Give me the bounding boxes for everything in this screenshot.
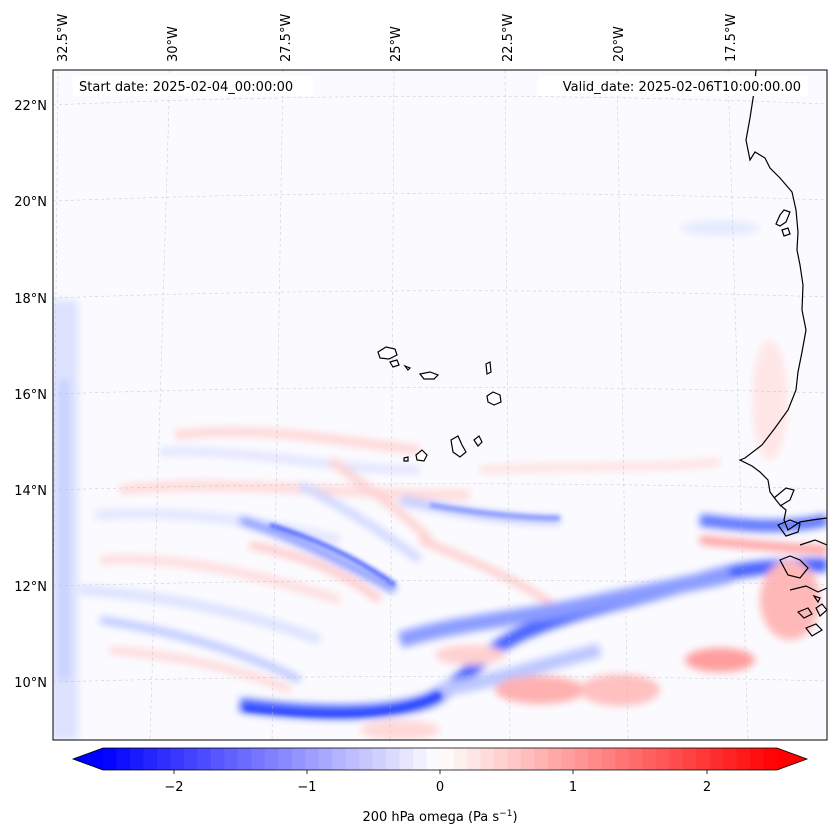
colorbar-segments — [73, 748, 807, 770]
valid-date-label: Valid_date: 2025-02-06T10:00:00.00 — [563, 80, 801, 95]
lon-label: 20°W — [612, 26, 627, 62]
colorbar-segment — [224, 748, 239, 770]
gridlines — [53, 70, 827, 740]
lon-label: 25°W — [389, 26, 404, 62]
cape-verde-islands — [377, 346, 502, 462]
lon-label: 32.5°W — [56, 14, 71, 62]
colorbar-extend-min — [73, 748, 103, 770]
colorbar-segment — [386, 748, 401, 770]
colorbar-label: 200 hPa omega (Pa s−1) — [362, 809, 517, 825]
colorbar-segment — [413, 748, 428, 770]
lat-label: 12°N — [14, 580, 47, 595]
longitude-labels: 32.5°W 30°W 27.5°W 25°W 22.5°W 20°W 17.5… — [56, 14, 739, 62]
colorbar-outline — [71, 747, 809, 771]
colorbar-tick-label: 0 — [436, 780, 444, 795]
colorbar-segment — [709, 748, 724, 770]
valid-date-box — [538, 76, 808, 96]
colorbar-ticks — [173, 770, 708, 774]
colorbar-segment — [264, 748, 279, 770]
colorbar-segment — [332, 748, 347, 770]
colorbar-tick-label: 1 — [569, 780, 577, 795]
colorbar-tick-label: −2 — [164, 780, 183, 795]
colorbar-segment — [156, 748, 171, 770]
colorbar-segment — [561, 748, 576, 770]
colorbar-segment — [534, 748, 549, 770]
colorbar-segment — [696, 748, 711, 770]
start-date-label: Start date: 2025-02-04_00:00:00 — [79, 80, 293, 95]
map-frame — [52, 69, 828, 741]
colorbar-tick-label: −1 — [297, 780, 316, 795]
colorbar-segment — [642, 748, 657, 770]
colorbar-segment — [440, 748, 454, 770]
colorbar-segment — [763, 748, 778, 770]
colorbar-label-text: 200 hPa omega (Pa s — [362, 810, 499, 825]
colorbar-segment — [736, 748, 751, 770]
colorbar-segment — [103, 748, 117, 770]
colorbar-tick-label: 2 — [703, 780, 711, 795]
colorbar-segment — [628, 748, 643, 770]
colorbar-segment — [251, 748, 266, 770]
colorbar-segment — [493, 748, 508, 770]
colorbar-segment — [682, 748, 697, 770]
lat-label: 18°N — [14, 292, 47, 307]
colorbar-segment — [601, 748, 616, 770]
lat-label: 14°N — [14, 484, 47, 499]
coastline — [738, 70, 827, 637]
colorbar-segment — [466, 748, 481, 770]
colorbar-segment — [520, 748, 535, 770]
lat-label: 16°N — [14, 388, 47, 403]
colorbar-segment — [116, 748, 131, 770]
colorbar-segment — [278, 748, 293, 770]
colorbar-segment — [588, 748, 603, 770]
start-date-box — [73, 76, 313, 96]
colorbar-segment — [210, 748, 225, 770]
colorbar-segment — [723, 748, 738, 770]
lat-label: 20°N — [14, 195, 47, 210]
colorbar-segment — [669, 748, 684, 770]
colorbar-segment — [170, 748, 185, 770]
colorbar-segment — [129, 748, 144, 770]
colorbar-segment — [183, 748, 198, 770]
colorbar-segment — [507, 748, 522, 770]
map-panel[interactable]: Start date: 2025-02-04_00:00:00 Valid_da… — [50, 69, 828, 741]
colorbar-segment — [237, 748, 252, 770]
colorbar-segment — [480, 748, 495, 770]
lon-label: 27.5°W — [279, 14, 294, 62]
colorbar-segment — [305, 748, 320, 770]
colorbar-label-close: ) — [512, 810, 517, 825]
colorbar-segment — [372, 748, 387, 770]
colorbar-segment — [197, 748, 212, 770]
colorbar-label-superscript: −1 — [499, 809, 512, 819]
omega-field — [53, 220, 827, 740]
colorbar: −2 −1 0 1 2 200 hPa omega (Pa s−1) — [71, 747, 809, 825]
colorbar-segment — [359, 748, 374, 770]
colorbar-segment — [345, 748, 360, 770]
colorbar-segment — [655, 748, 670, 770]
colorbar-segment — [547, 748, 562, 770]
colorbar-segment — [574, 748, 589, 770]
colorbar-segment — [426, 748, 441, 770]
lon-label: 17.5°W — [724, 14, 739, 62]
colorbar-segment — [291, 748, 306, 770]
colorbar-segment — [399, 748, 414, 770]
lon-label: 30°W — [166, 26, 181, 62]
lat-label: 22°N — [14, 99, 47, 114]
latitude-labels: 22°N 20°N 18°N 16°N 14°N 12°N 10°N — [14, 99, 47, 691]
colorbar-segment — [453, 748, 468, 770]
colorbar-segment — [143, 748, 158, 770]
colorbar-extend-max — [777, 748, 807, 770]
lat-label: 10°N — [14, 676, 47, 691]
colorbar-segment — [318, 748, 333, 770]
colorbar-segment — [615, 748, 630, 770]
lon-label: 22.5°W — [501, 14, 516, 62]
colorbar-segment — [750, 748, 765, 770]
